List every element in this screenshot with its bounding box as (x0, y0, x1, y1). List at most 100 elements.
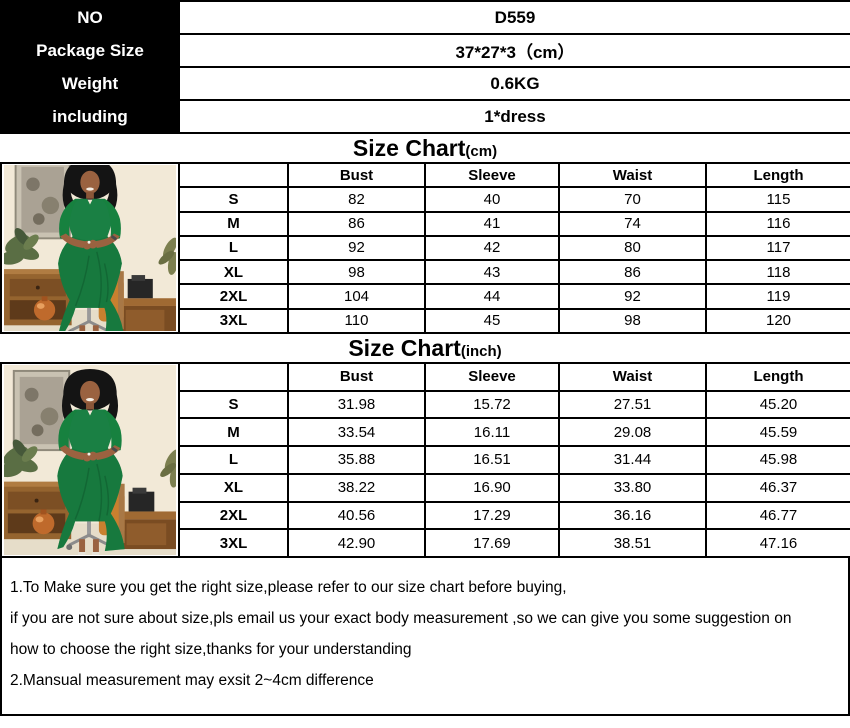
info-label-weight: Weight (0, 66, 180, 101)
length-value: 115 (705, 186, 850, 213)
length-value: 45.59 (705, 417, 850, 448)
length-value: 119 (705, 283, 850, 310)
table-row: XL 98 43 86 118 (1, 259, 850, 286)
sleeve-value: 44 (424, 283, 560, 310)
waist-value: 33.80 (558, 472, 707, 503)
note-line-2: if you are not sure about size,pls email… (10, 610, 792, 627)
column-header-length: Length (705, 161, 850, 189)
length-value: 116 (705, 210, 850, 237)
info-value-no: D559 (178, 0, 850, 35)
product-photo (4, 365, 176, 555)
waist-value: 31.44 (558, 445, 707, 475)
table-row: NO D559 (0, 0, 850, 35)
size-label: L (178, 445, 289, 475)
length-value: 46.37 (705, 472, 850, 503)
product-photo (4, 165, 176, 331)
sleeve-value: 15.72 (424, 389, 560, 420)
size-label: L (178, 234, 289, 262)
sizing-notes: 1.To Make sure you get the right size,pl… (0, 558, 850, 716)
bust-value: 98 (287, 259, 426, 286)
size-label: M (178, 210, 289, 237)
table-row: L 35.88 16.51 31.44 45.98 (1, 445, 850, 475)
bust-value: 33.54 (287, 417, 426, 448)
table-header-row: Bust Sleeve Waist Length (0, 362, 850, 558)
size-chart-inch-title: Size Chart(inch) (0, 334, 850, 362)
table-row: M 86 41 74 116 (1, 210, 850, 237)
info-label-including: including (0, 99, 180, 134)
waist-value: 38.51 (558, 528, 707, 558)
size-chart-inch-table: Bust Sleeve Waist Length S 31.98 15.72 2… (0, 362, 850, 558)
size-column-header (178, 161, 289, 189)
table-row: Weight 0.6KG (0, 66, 850, 101)
bust-value: 86 (287, 210, 426, 237)
length-value: 45.20 (705, 389, 850, 420)
sleeve-value: 41 (424, 210, 560, 237)
waist-value: 80 (558, 234, 707, 262)
size-column-header (178, 362, 289, 392)
length-value: 118 (705, 259, 850, 286)
table-row: including 1*dress (0, 99, 850, 134)
table-row: Package Size 37*27*3（cm） (0, 33, 850, 68)
sleeve-value: 16.90 (424, 472, 560, 503)
waist-value: 29.08 (558, 417, 707, 448)
column-header-sleeve: Sleeve (424, 161, 560, 189)
note-line-1: 1.To Make sure you get the right size,pl… (10, 579, 567, 596)
product-photo-cell (0, 162, 180, 334)
sleeve-value: 17.69 (424, 528, 560, 558)
table-row: 2XL 104 44 92 119 (1, 283, 850, 310)
column-header-bust: Bust (287, 161, 426, 189)
bust-value: 40.56 (287, 500, 426, 531)
sleeve-value: 17.29 (424, 500, 560, 531)
bust-value: 42.90 (287, 528, 426, 558)
length-value: 46.77 (705, 500, 850, 531)
sleeve-value: 16.51 (424, 445, 560, 475)
column-header-waist: Waist (558, 161, 707, 189)
sleeve-value: 40 (424, 186, 560, 213)
waist-value: 70 (558, 186, 707, 213)
waist-value: 74 (558, 210, 707, 237)
table-row: XL 38.22 16.90 33.80 46.37 (1, 472, 850, 503)
table-row: M 33.54 16.11 29.08 45.59 (1, 417, 850, 448)
table-row: S 82 40 70 115 (1, 186, 850, 213)
table-row: 2XL 40.56 17.29 36.16 46.77 (1, 500, 850, 531)
size-label: 3XL (178, 528, 289, 558)
title-unit: (cm) (465, 143, 498, 160)
size-chart-cm-title: Size Chart(cm) (0, 134, 850, 162)
sleeve-value: 43 (424, 259, 560, 286)
size-label: S (178, 186, 289, 213)
size-label: M (178, 417, 289, 448)
title-text: Size Chart (352, 135, 466, 161)
column-header-waist: Waist (558, 362, 707, 392)
column-header-length: Length (705, 362, 850, 392)
info-label-package-size: Package Size (0, 33, 180, 68)
note-line-4: 2.Mansual measurement may exsit 2~4cm di… (10, 672, 374, 689)
size-chart-cm-table: Bust Sleeve Waist Length S 82 40 70 115 … (0, 161, 850, 335)
waist-value: 92 (558, 283, 707, 310)
info-label-no: NO (0, 0, 180, 35)
sleeve-value: 42 (424, 234, 560, 262)
product-photo-cell (0, 362, 180, 558)
info-value-package-size: 37*27*3（cm） (178, 33, 850, 68)
waist-value: 36.16 (558, 500, 707, 531)
size-label: S (178, 389, 289, 420)
bust-value: 110 (287, 307, 426, 335)
column-header-bust: Bust (287, 362, 426, 392)
info-value-weight: 0.6KG (178, 66, 850, 101)
size-label: 2XL (178, 500, 289, 531)
length-value: 120 (705, 307, 850, 335)
info-value-including: 1*dress (178, 99, 850, 134)
waist-value: 27.51 (558, 389, 707, 420)
table-row: 3XL 42.90 17.69 38.51 47.16 (1, 528, 850, 558)
sleeve-value: 45 (424, 307, 560, 335)
title-unit: (inch) (460, 343, 502, 360)
bust-value: 31.98 (287, 389, 426, 420)
table-row: L 92 42 80 117 (1, 234, 850, 262)
bust-value: 104 (287, 283, 426, 310)
length-value: 45.98 (705, 445, 850, 475)
waist-value: 86 (558, 259, 707, 286)
column-header-sleeve: Sleeve (424, 362, 560, 392)
bust-value: 82 (287, 186, 426, 213)
table-header-row: Bust Sleeve Waist Length (0, 161, 850, 334)
bust-value: 38.22 (287, 472, 426, 503)
